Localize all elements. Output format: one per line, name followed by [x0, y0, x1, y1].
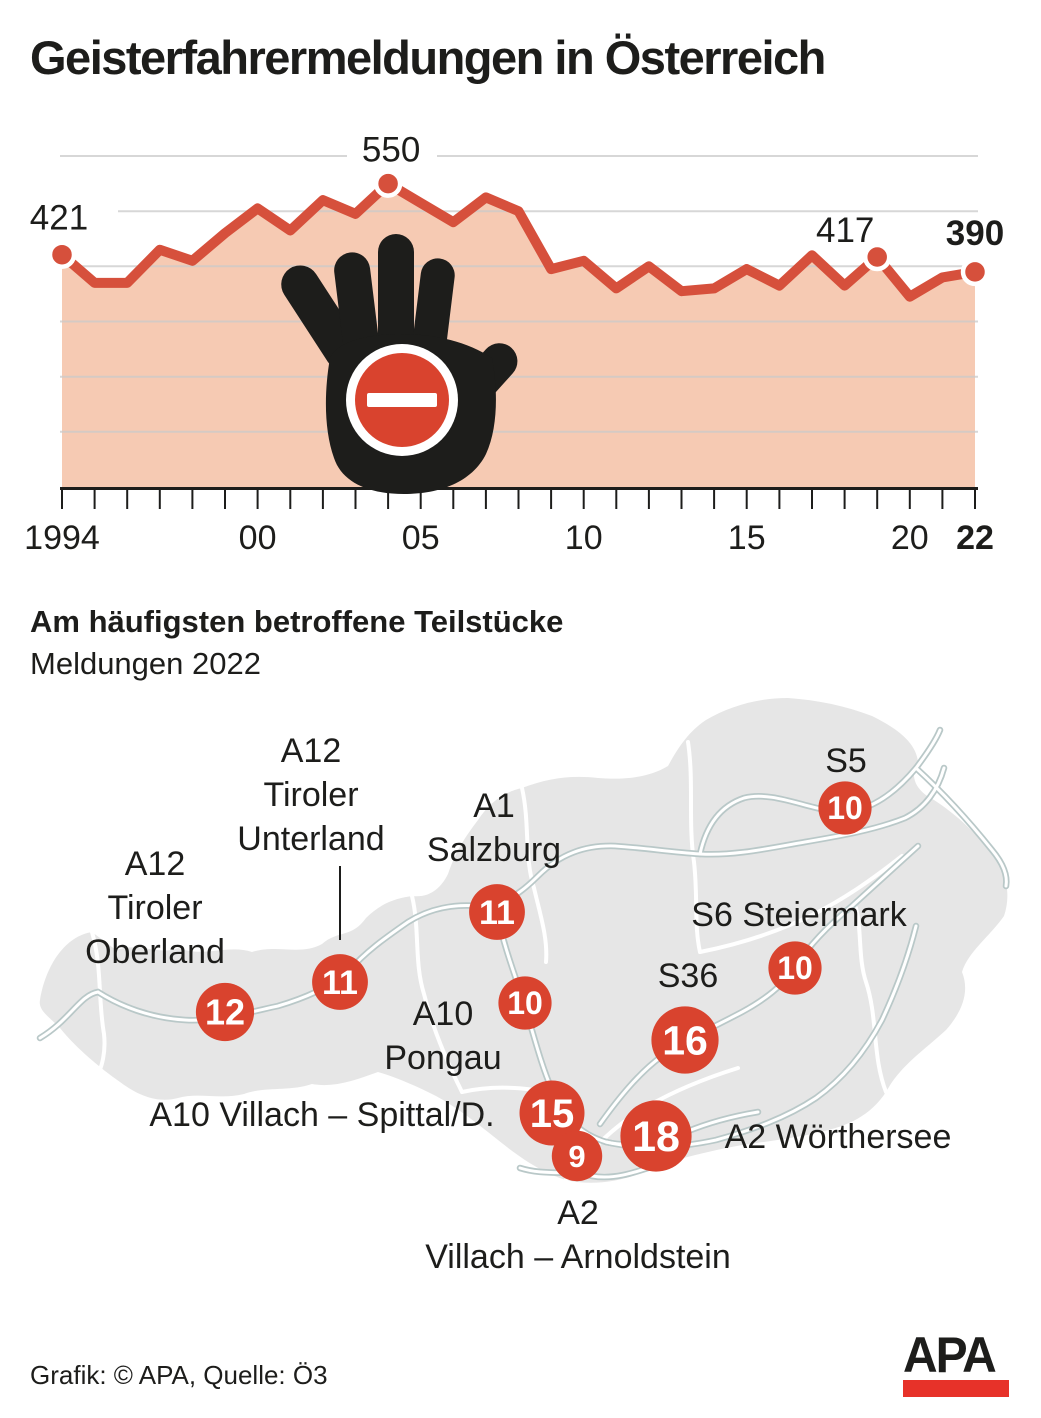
map-section-title: Am häufigsten betroffene Teilstücke: [30, 604, 564, 639]
chart-point-label: 390: [946, 214, 1004, 253]
chart-x-tick-label: 10: [565, 519, 603, 557]
map-label: S36: [658, 957, 719, 995]
apa-logo: APA: [903, 1328, 1009, 1397]
apa-logo-red-bar: [903, 1380, 1009, 1397]
map-bubble: [312, 954, 368, 1010]
state-border: [90, 930, 107, 1080]
state-border: [854, 906, 888, 1094]
map-bubble: [620, 1100, 692, 1172]
map-bubble: [651, 1006, 719, 1074]
map-bubble-value: 18: [632, 1113, 680, 1161]
map-label: S5: [825, 742, 867, 780]
map-bubble-value: 10: [777, 950, 813, 986]
austria-map-shape: [39, 698, 1008, 1183]
chart-x-tick-label: 00: [239, 519, 277, 557]
chart-x-tick-label: 15: [728, 519, 766, 557]
map-section-subtitle: Meldungen 2022: [30, 646, 261, 681]
stop-hand-no-entry-icon: [281, 234, 518, 494]
chart-point-label: 421: [30, 199, 88, 238]
map-label: S6 Steiermark: [691, 896, 907, 934]
map-bubble: [498, 976, 552, 1030]
map-bubble: [195, 982, 255, 1042]
chart-area-fill: [62, 183, 975, 487]
map-bubble: [519, 1080, 585, 1146]
state-border: [698, 854, 904, 954]
state-border: [520, 786, 549, 964]
map-bubble-value: 11: [322, 964, 358, 1002]
map-bubble: [818, 781, 872, 835]
map-label: A12 Tiroler Oberland: [85, 845, 225, 971]
map-bubble-value: 16: [662, 1017, 708, 1063]
page-title: Geisterfahrermeldungen in Österreich: [30, 31, 826, 84]
map-bubble-value: 11: [479, 894, 515, 932]
credit-line: Grafik: © APA, Quelle: Ö3: [30, 1360, 328, 1390]
road: [914, 766, 1008, 888]
chart-x-tick-label: 1994: [24, 519, 100, 557]
map-label: A2 Wörthersee: [725, 1118, 952, 1156]
chart-point-dot: [862, 242, 892, 272]
chart-x-tick-label: 05: [402, 519, 440, 557]
map-bubble-value: 9: [568, 1139, 585, 1174]
chart-line: [57, 178, 980, 302]
road: [598, 844, 920, 1126]
hand-finger: [281, 265, 363, 371]
state-border: [686, 740, 702, 954]
map-bubble-value: 12: [205, 992, 245, 1033]
map-label: A12 Tiroler Unterland: [237, 732, 384, 858]
map-bubble: [469, 884, 525, 940]
chart-x-tick-label: 22: [956, 519, 994, 557]
apa-logo-text: APA: [903, 1328, 997, 1384]
map-bubble-value: 15: [530, 1092, 575, 1136]
chart-point-dot: [373, 169, 403, 198]
state-border: [410, 894, 464, 1094]
map-label: A10 Pongau: [384, 995, 501, 1077]
map-label: A1 Salzburg: [427, 787, 561, 869]
chart-x-tick-label: 20: [891, 519, 929, 557]
map-bubble-value: 10: [827, 790, 863, 826]
chart-point-label: 550: [362, 131, 420, 170]
chart-point-label: 417: [816, 211, 874, 250]
map-bubble-value: 10: [507, 985, 543, 1021]
chart-point-dot: [960, 257, 990, 287]
no-entry-bar: [367, 393, 437, 407]
chart-point-dot: [47, 240, 77, 269]
map-label: A2 Villach – Arnoldstein: [425, 1194, 731, 1276]
map-bubble: [551, 1130, 603, 1182]
map-bubble: [768, 941, 822, 995]
map-label: A10 Villach – Spittal/D.: [149, 1096, 494, 1134]
